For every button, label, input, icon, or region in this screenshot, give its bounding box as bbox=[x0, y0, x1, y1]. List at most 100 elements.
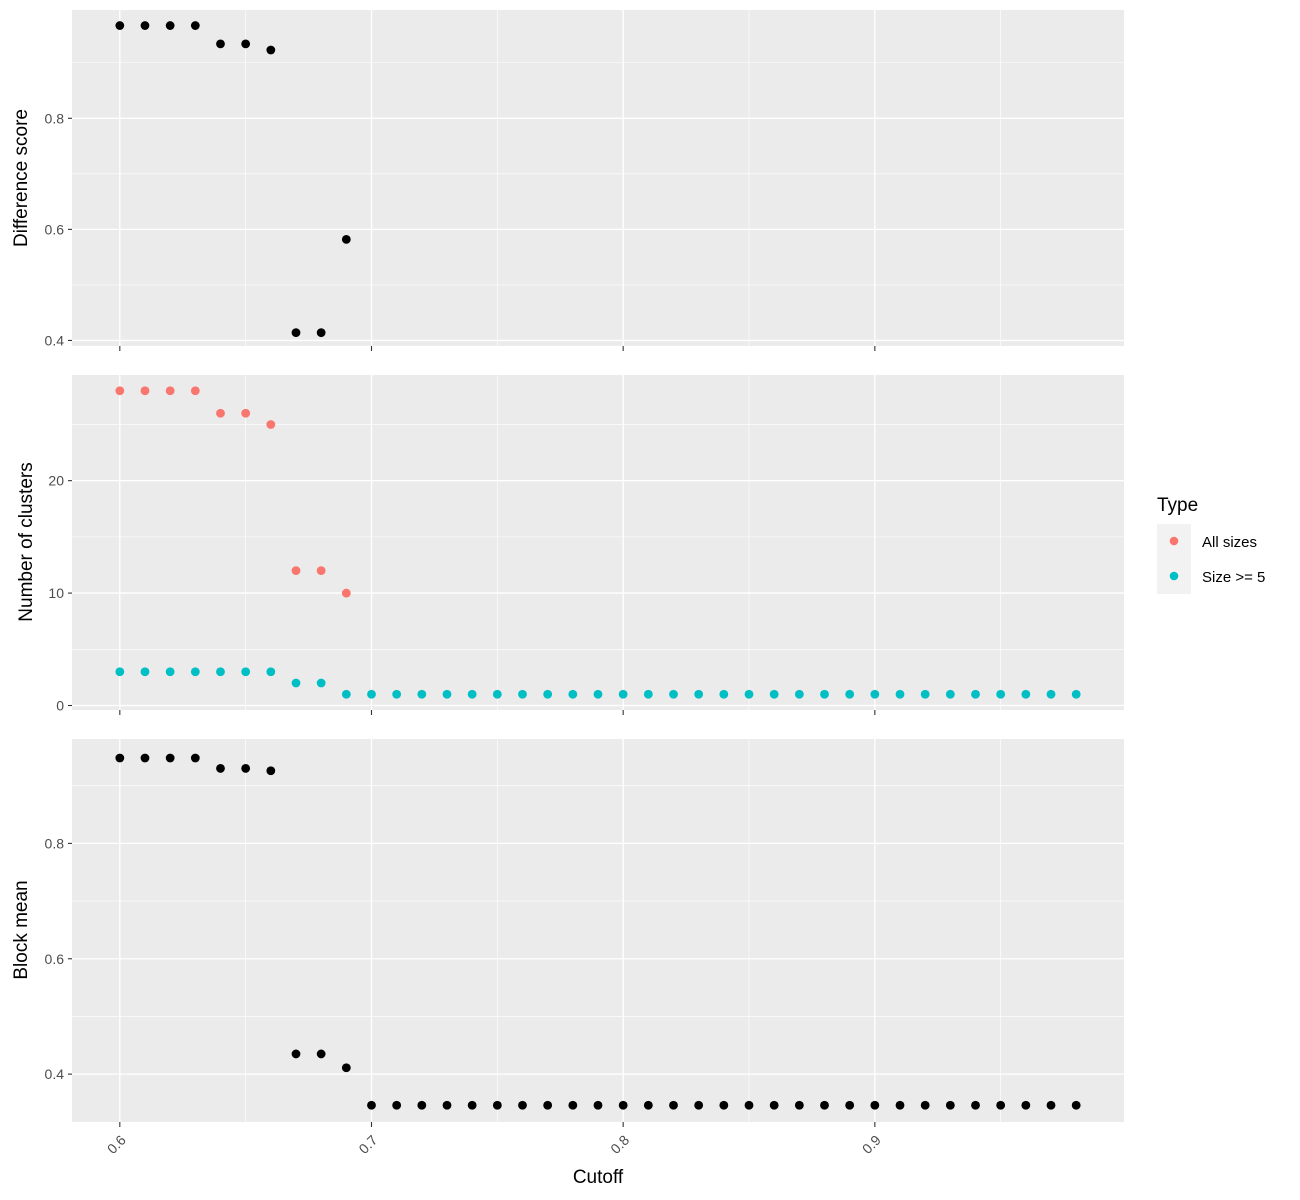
x-tick-label: 0.9 bbox=[859, 1132, 884, 1157]
difference-point-series-3 bbox=[190, 21, 200, 30]
clusters-point-size-5-38 bbox=[1071, 689, 1081, 699]
block-point-series-12 bbox=[417, 1100, 427, 1110]
clusters-point-size-5-23 bbox=[694, 689, 704, 699]
clusters-point-size-5-30 bbox=[870, 689, 880, 699]
difference-y-tick-label: 0.8 bbox=[45, 110, 65, 126]
legend-title: Type bbox=[1157, 495, 1198, 516]
difference-point-series-2 bbox=[165, 21, 175, 30]
block-point-series-30 bbox=[870, 1100, 880, 1110]
clusters-point-size-5-3 bbox=[190, 667, 200, 677]
clusters-point-size-5-2 bbox=[165, 667, 175, 677]
block-point-series-37 bbox=[1046, 1100, 1056, 1110]
clusters-point-size-5-6 bbox=[266, 667, 276, 677]
clusters-point-size-5-4 bbox=[216, 667, 225, 677]
clusters-y-tick-label: 0 bbox=[56, 698, 64, 714]
clusters-point-size-5-0 bbox=[115, 667, 125, 677]
clusters-point-size-5-17 bbox=[543, 689, 553, 699]
block-point-series-5 bbox=[241, 764, 251, 773]
difference-score-panel: Difference score 0.4 0.6 0.8 bbox=[11, 10, 1124, 351]
block-point-series-32 bbox=[920, 1100, 930, 1110]
clusters-point-size-5-10 bbox=[367, 689, 376, 699]
difference-y-tick-label: 0.4 bbox=[45, 332, 65, 348]
clusters-point-all-sizes-6 bbox=[266, 420, 276, 429]
clusters-y-tick-label: 20 bbox=[48, 473, 64, 489]
clusters-panel-background bbox=[72, 375, 1124, 710]
clusters-point-size-5-34 bbox=[971, 689, 980, 699]
block-point-series-20 bbox=[618, 1100, 628, 1110]
clusters-point-size-5-37 bbox=[1046, 689, 1056, 699]
clusters-point-size-5-15 bbox=[492, 689, 502, 699]
block-y-tick-label: 0.4 bbox=[45, 1066, 65, 1082]
block-point-series-35 bbox=[996, 1100, 1006, 1110]
clusters-point-size-5-1 bbox=[140, 667, 150, 677]
clusters-point-all-sizes-1 bbox=[140, 386, 150, 396]
clusters-point-size-5-16 bbox=[518, 689, 527, 699]
block-point-series-27 bbox=[794, 1100, 804, 1110]
block-point-series-26 bbox=[769, 1100, 779, 1110]
block-point-series-28 bbox=[820, 1100, 829, 1110]
block-y-tick-label: 0.6 bbox=[45, 951, 65, 967]
difference-point-series-5 bbox=[241, 39, 251, 49]
x-tick-label: 0.6 bbox=[104, 1132, 129, 1157]
block-point-series-16 bbox=[518, 1100, 527, 1110]
clusters-point-size-5-9 bbox=[341, 689, 351, 699]
block-point-series-15 bbox=[492, 1100, 502, 1110]
clusters-point-all-sizes-9 bbox=[341, 588, 351, 598]
clusters-point-size-5-12 bbox=[417, 689, 427, 699]
clusters-point-size-5-7 bbox=[291, 678, 301, 688]
clusters-point-size-5-35 bbox=[996, 689, 1006, 699]
block-point-series-13 bbox=[442, 1100, 452, 1110]
block-point-series-4 bbox=[216, 764, 225, 773]
block-point-series-11 bbox=[392, 1100, 402, 1110]
clusters-point-size-5-31 bbox=[895, 689, 905, 699]
clusters-point-size-5-28 bbox=[820, 689, 829, 699]
legend-label-all-sizes: All sizes bbox=[1202, 534, 1257, 551]
clusters-point-size-5-25 bbox=[744, 689, 754, 699]
difference-score-axis-title: Difference score bbox=[11, 109, 32, 247]
clusters-point-size-5-13 bbox=[442, 689, 452, 699]
clusters-point-all-sizes-3 bbox=[190, 386, 200, 396]
block-point-series-0 bbox=[115, 753, 125, 763]
clusters-point-size-5-11 bbox=[392, 689, 402, 699]
cutoff-axis-title: Cutoff bbox=[573, 1167, 624, 1188]
block-point-series-21 bbox=[643, 1100, 653, 1110]
clusters-point-size-5-29 bbox=[845, 689, 855, 699]
legend-key-all-sizes bbox=[1169, 536, 1179, 546]
x-tick-label: 0.8 bbox=[607, 1132, 632, 1157]
block-y-tick-label: 0.8 bbox=[45, 835, 65, 851]
block-point-series-9 bbox=[341, 1063, 351, 1073]
clusters-point-size-5-36 bbox=[1021, 689, 1031, 699]
block-point-series-24 bbox=[719, 1100, 729, 1110]
block-point-series-22 bbox=[669, 1100, 678, 1110]
clusters-point-all-sizes-5 bbox=[241, 408, 251, 418]
difference-point-series-4 bbox=[216, 39, 225, 49]
number-of-clusters-panel: Number of clusters 0 10 20 bbox=[16, 375, 1124, 715]
clusters-point-size-5-8 bbox=[316, 678, 326, 688]
block-point-series-33 bbox=[945, 1100, 955, 1110]
legend-key-size-5 bbox=[1169, 571, 1179, 581]
block-point-series-1 bbox=[140, 753, 150, 763]
clusters-point-all-sizes-2 bbox=[165, 386, 175, 396]
difference-point-series-9 bbox=[341, 234, 351, 244]
block-point-series-36 bbox=[1021, 1100, 1031, 1110]
block-point-series-18 bbox=[568, 1100, 578, 1110]
clusters-y-tick-label: 10 bbox=[48, 585, 64, 601]
clusters-point-size-5-24 bbox=[719, 689, 729, 699]
block-point-series-29 bbox=[845, 1100, 855, 1110]
clusters-point-size-5-20 bbox=[618, 689, 628, 699]
clusters-point-all-sizes-8 bbox=[316, 566, 326, 576]
block-point-series-3 bbox=[190, 753, 200, 763]
clusters-point-size-5-21 bbox=[643, 689, 653, 699]
clusters-point-size-5-14 bbox=[467, 689, 477, 699]
block-panel-background bbox=[72, 739, 1124, 1122]
block-point-series-19 bbox=[593, 1100, 603, 1110]
x-tick-label: 0.7 bbox=[355, 1132, 380, 1157]
clusters-point-all-sizes-4 bbox=[216, 408, 225, 418]
clusters-point-size-5-27 bbox=[794, 689, 804, 699]
block-point-series-8 bbox=[316, 1049, 326, 1059]
block-point-series-6 bbox=[266, 766, 276, 776]
legend-label-size-5: Size >= 5 bbox=[1202, 569, 1265, 586]
block-mean-axis-title: Block mean bbox=[11, 880, 32, 979]
legend-key-background bbox=[1157, 524, 1191, 594]
